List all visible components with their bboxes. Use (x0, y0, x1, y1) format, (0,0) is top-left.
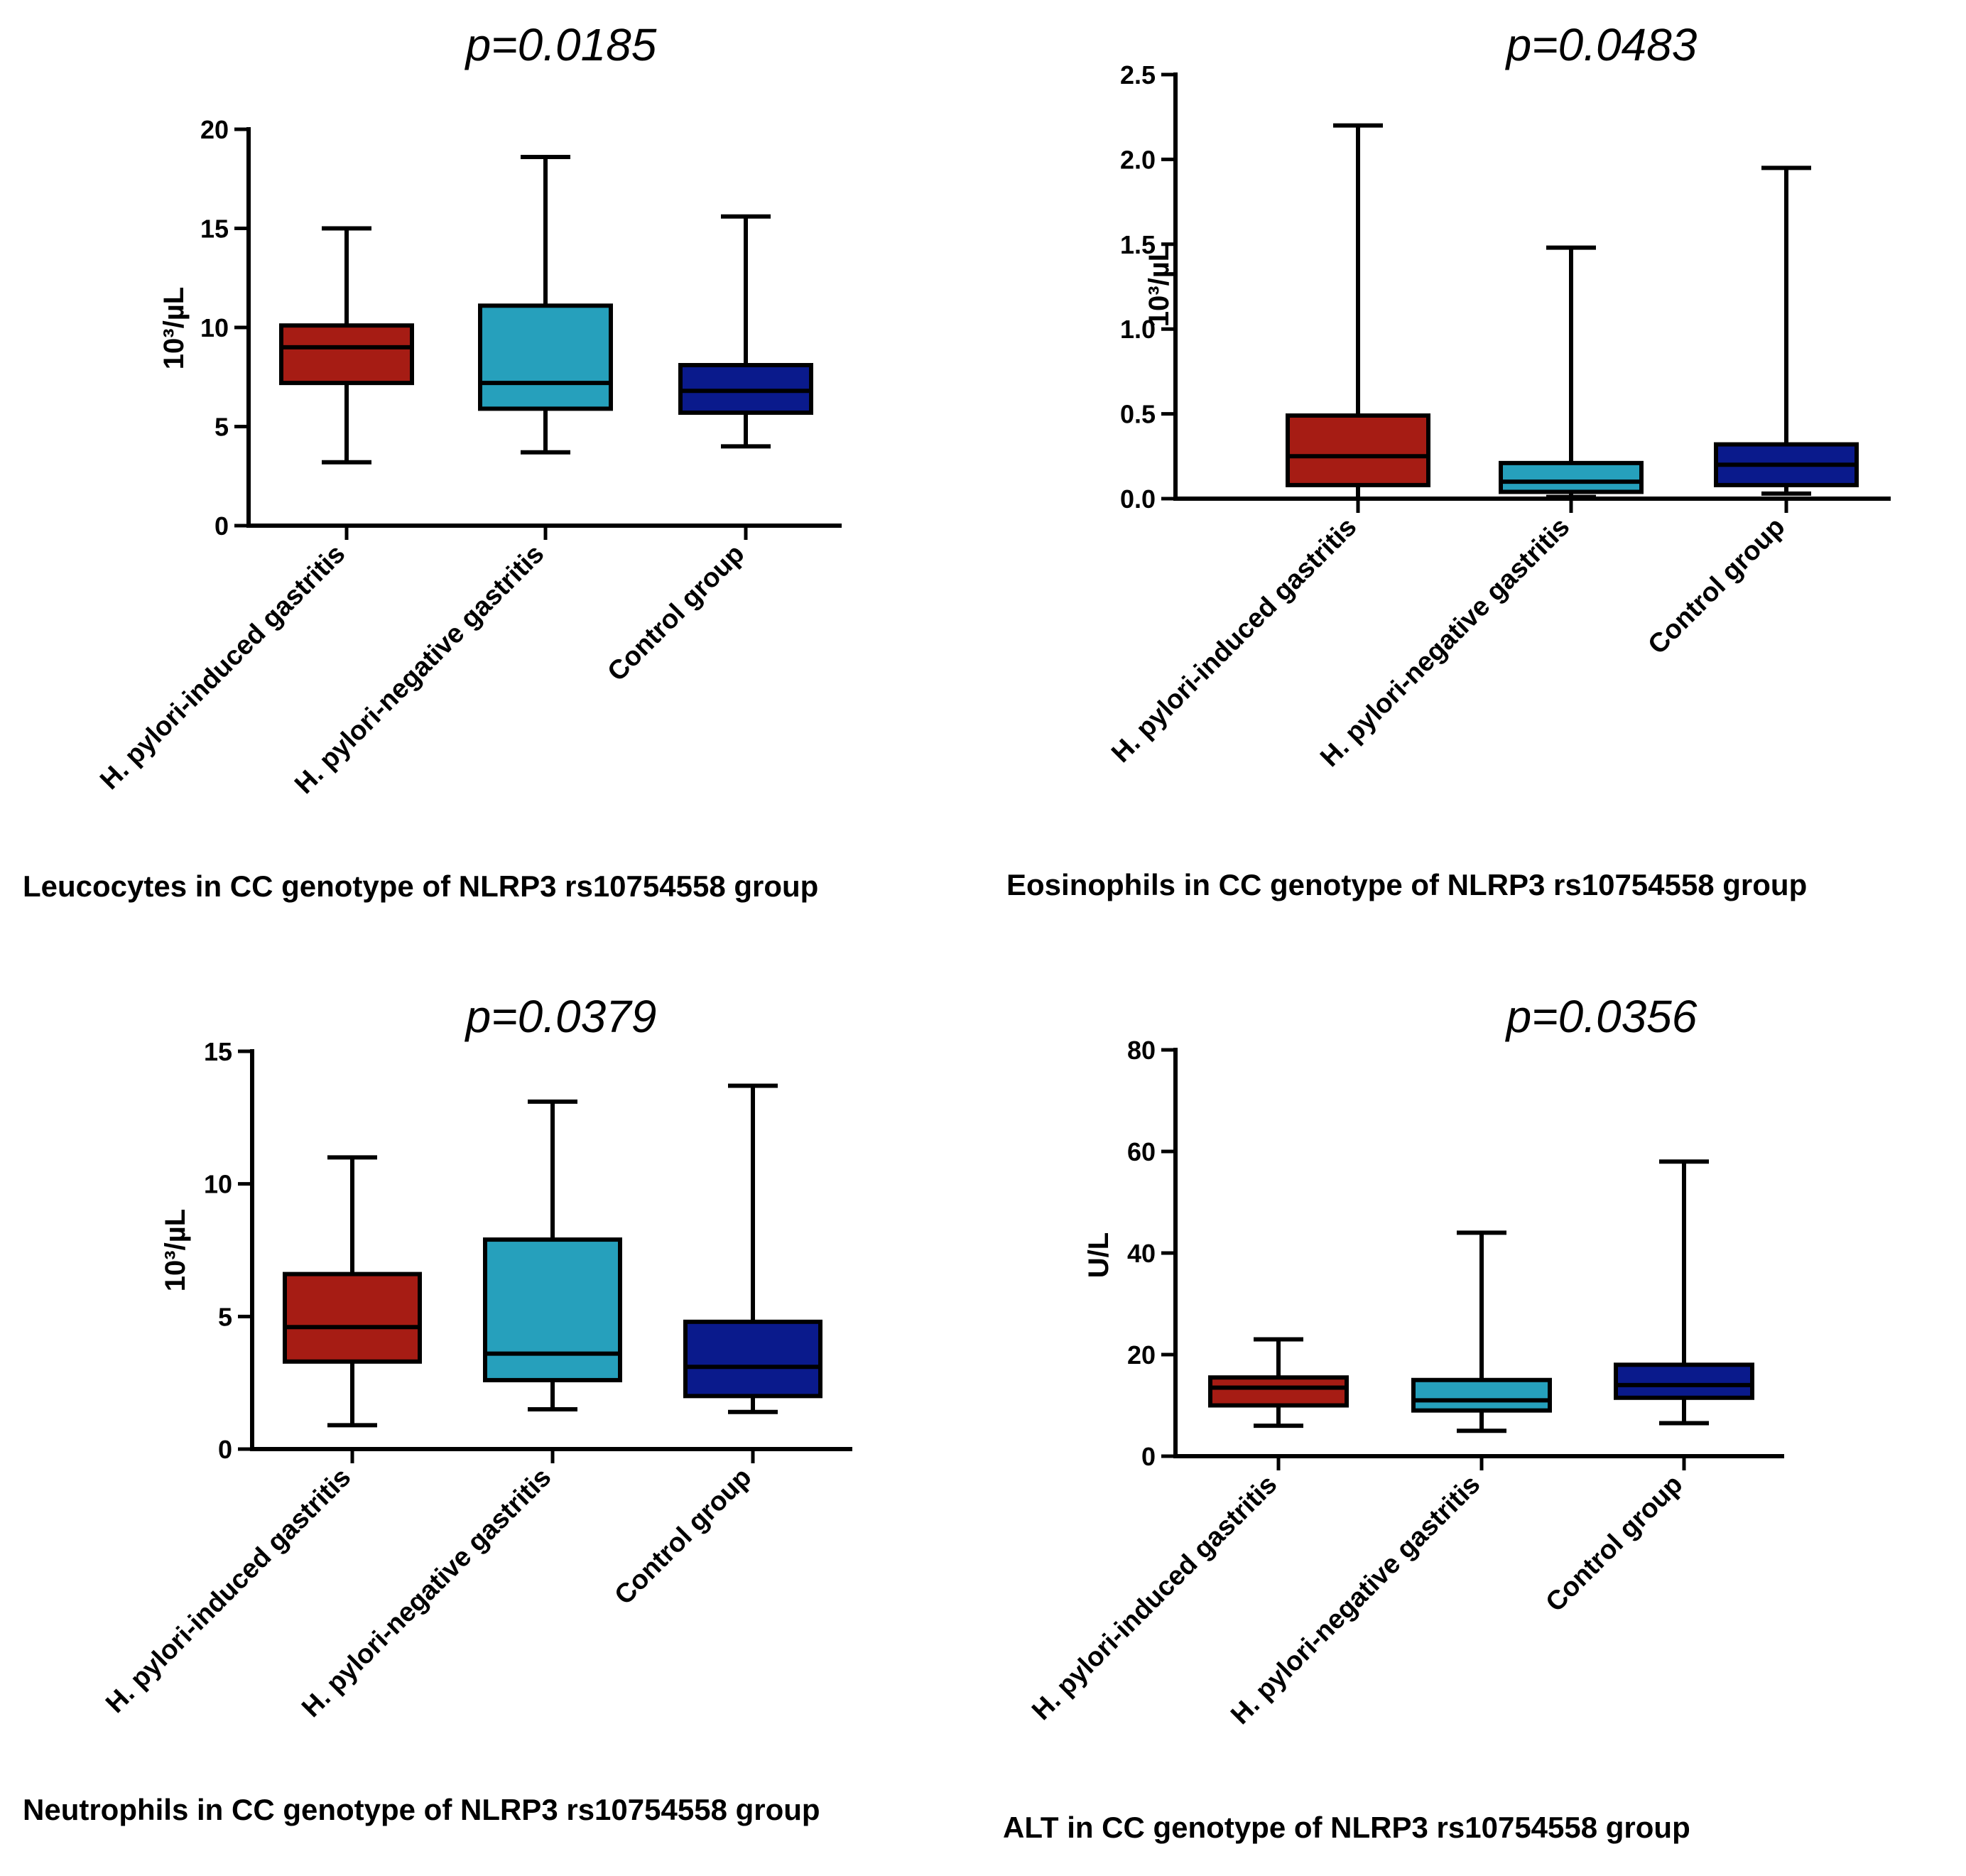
y-tick-label: 2.0 (1120, 145, 1156, 174)
panel-4-ylabel: U/L (1083, 1232, 1114, 1278)
y-tick-label: 5 (214, 413, 229, 442)
category-label: Control group (1643, 512, 1791, 661)
y-tick-label: 20 (200, 115, 229, 144)
box-2 (483, 1237, 622, 1382)
y-tick-label: 5 (218, 1302, 232, 1331)
y-tick-label: 80 (1127, 1036, 1156, 1065)
panel-1-caption: Leucocytes in CC genotype of NLRP3 rs107… (23, 869, 818, 903)
category-label: Control group (602, 539, 751, 688)
y-tick-label: 0.0 (1120, 484, 1156, 514)
box-1 (279, 323, 414, 386)
box-1 (283, 1272, 422, 1364)
y-tick-label: 15 (204, 1037, 232, 1066)
y-tick-label: 0 (214, 511, 229, 541)
box-2 (478, 303, 613, 411)
panel-4-pvalue: p=0.0356 (1505, 991, 1698, 1042)
y-tick-label: 60 (1127, 1137, 1156, 1166)
box-2 (1411, 1377, 1552, 1413)
y-tick-label: 1.5 (1120, 230, 1156, 259)
category-label: Control group (609, 1463, 758, 1611)
category-label: Control group (1541, 1470, 1689, 1618)
y-tick-label: 10 (204, 1170, 232, 1199)
panel-3-caption: Neutrophils in CC genotype of NLRP3 rs10… (23, 1793, 820, 1826)
category-label: H. pylori-induced gastritis (1106, 512, 1362, 769)
box-2 (1499, 460, 1644, 494)
panel-2-ylabel: 10³/µL (1144, 244, 1175, 327)
category-label: H. pylori-induced gastritis (1026, 1470, 1283, 1726)
panel-3-ylabel: 10³/µL (160, 1209, 191, 1291)
y-tick-label: 0 (1141, 1442, 1156, 1471)
box-1 (1208, 1375, 1349, 1408)
panel-1-pvalue: p=0.0185 (465, 19, 657, 70)
panel-1-ylabel: 10³/µL (158, 287, 190, 369)
y-tick-label: 1.0 (1120, 315, 1156, 344)
panel-3-pvalue: p=0.0379 (465, 991, 657, 1042)
y-tick-label: 0.5 (1120, 400, 1156, 429)
panel-2-pvalue: p=0.0483 (1505, 19, 1698, 70)
y-tick-label: 2.5 (1120, 60, 1156, 90)
panel-4-caption: ALT in CC genotype of NLRP3 rs10754558 g… (1003, 1811, 1690, 1844)
category-label: H. pylori-negative gastritis (1315, 512, 1575, 773)
panel-2-plot: 0.0 0.5 1.0 1.5 2.0 2.5 H. pylori-induced gast… (1106, 60, 1891, 773)
y-tick-label: 40 (1127, 1239, 1156, 1268)
box-1 (1286, 413, 1430, 487)
y-tick-label: 10 (200, 313, 229, 342)
box-3 (1614, 1362, 1754, 1400)
y-tick-label: 0 (218, 1435, 232, 1464)
box-3 (683, 1319, 822, 1399)
y-tick-label: 15 (200, 215, 229, 244)
y-tick-label: 20 (1127, 1340, 1156, 1370)
panel-2-caption: Eosinophils in CC genotype of NLRP3 rs10… (1006, 868, 1807, 901)
panel-eosinophils: p=0.0483 10³/µL 0.0 0.5 1.0 1.5 2.0 2.5 H. pyl… (1006, 19, 1891, 901)
panel-alt: p=0.0356 U/L 0 20 40 60 80 H. pylori-induced … (1003, 991, 1784, 1844)
